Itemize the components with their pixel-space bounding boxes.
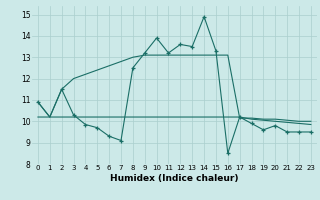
X-axis label: Humidex (Indice chaleur): Humidex (Indice chaleur) [110,174,239,183]
